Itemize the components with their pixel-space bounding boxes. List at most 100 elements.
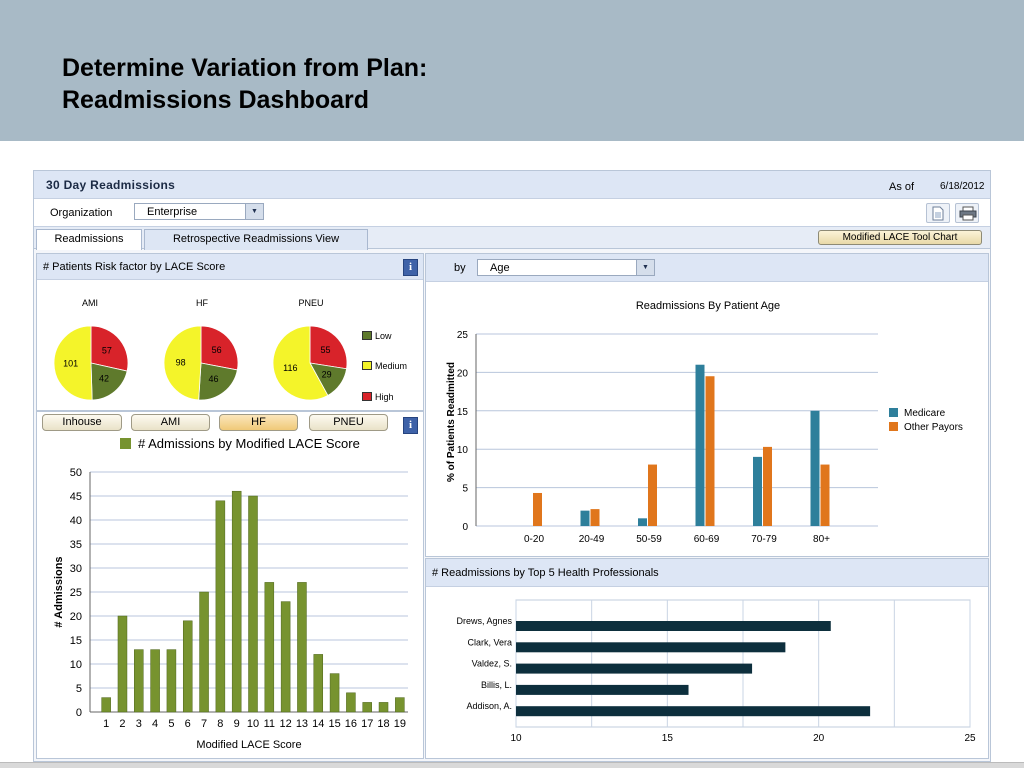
bar: [516, 621, 831, 631]
x-tick-label: 20: [813, 733, 825, 744]
document-icon: [932, 206, 944, 221]
bar: [150, 649, 160, 713]
legend-label: Other Payors: [904, 422, 963, 433]
y-tick-label: 20: [457, 368, 469, 379]
bar: [182, 620, 193, 713]
x-tick-label: 1: [103, 718, 109, 730]
y-axis-label: # Admissions: [53, 556, 65, 627]
group-by-select[interactable]: Age ▼: [477, 259, 655, 276]
x-axis-label: Modified LACE Score: [196, 739, 301, 751]
bar-medicare: [753, 456, 762, 526]
y-tick-label: 50: [70, 467, 82, 479]
x-tick-label: 20-49: [579, 534, 605, 545]
chart-legend-label: # Admissions by Modified LACE Score: [138, 436, 360, 451]
y-tick-label: 15: [457, 407, 469, 418]
tab-retrospective-readmissions-view[interactable]: Retrospective Readmissions View: [144, 229, 368, 250]
y-tick-label: Drews, Agnes: [456, 616, 512, 626]
x-tick-label: 16: [345, 718, 357, 730]
pie-title-hf: HF: [196, 298, 208, 308]
pie-value-label: 57: [102, 345, 112, 355]
printer-icon: [959, 206, 977, 221]
age-bar-chart: Readmissions By Patient Age 0 5 10 15 20 25 0-2…: [446, 300, 963, 545]
bar: [280, 601, 291, 713]
bar: [362, 702, 372, 713]
pie-slice-medium: [53, 325, 93, 401]
pie-value-label: 98: [176, 357, 186, 367]
y-tick-label: Valdez, S.: [472, 659, 512, 669]
x-tick-label: 14: [312, 718, 324, 730]
pie-title-pneu: PNEU: [298, 298, 324, 308]
y-tick-label: 30: [70, 563, 82, 575]
info-icon[interactable]: i: [403, 417, 418, 434]
by-label: by: [454, 262, 466, 274]
y-axis-label: % of Patients Readmitted: [446, 362, 457, 482]
pie-value-label: 42: [99, 374, 109, 384]
legend-item-high: High: [362, 392, 394, 402]
legend-swatch: [362, 361, 372, 370]
bar-medicare: [580, 510, 590, 526]
bar-medicare: [695, 364, 705, 526]
y-tick-label: 10: [457, 445, 469, 456]
organization-select[interactable]: Enterprise ▼: [134, 203, 264, 220]
info-icon[interactable]: i: [403, 259, 418, 276]
y-tick-label: 20: [70, 611, 82, 623]
bar: [215, 500, 226, 713]
y-tick-label: Addison, A.: [466, 701, 512, 711]
pie-slice-low: [90, 362, 128, 401]
bar-other-payors: [763, 446, 772, 526]
print-button[interactable]: [955, 203, 979, 223]
x-tick-label: 6: [185, 718, 191, 730]
bar: [231, 490, 242, 713]
x-tick-label: 2: [119, 718, 125, 730]
bar: [297, 582, 307, 713]
modified-lace-tool-chart-button[interactable]: Modified LACE Tool Chart: [818, 230, 982, 245]
x-tick-label: 15: [662, 733, 674, 744]
filter-inhouse-button[interactable]: Inhouse: [42, 414, 122, 431]
organization-value: Enterprise: [147, 206, 198, 218]
x-tick-label: 10: [510, 733, 522, 744]
bar: [516, 642, 786, 653]
bar: [516, 706, 871, 717]
bar: [516, 663, 753, 674]
tab-readmissions[interactable]: Readmissions: [36, 229, 142, 250]
y-tick-label: 0: [76, 707, 82, 719]
bar-other-payors: [590, 509, 600, 526]
pie-title-ami: AMI: [81, 298, 98, 308]
bar-medicare: [810, 410, 820, 526]
y-tick-label: 0: [462, 522, 468, 533]
export-document-button[interactable]: [926, 203, 950, 223]
x-tick-label: 5: [168, 718, 174, 730]
y-tick-label: 45: [70, 491, 82, 503]
x-tick-label: 60-69: [694, 534, 720, 545]
x-tick-label: 4: [152, 718, 158, 730]
chevron-down-icon[interactable]: ▼: [636, 260, 654, 275]
lace-score-bar-chart: # Admissions by Modified LACE Score 0 5 10 1…: [53, 436, 408, 751]
x-tick-label: 50-59: [636, 534, 662, 545]
y-tick-label: Billis, L.: [481, 680, 512, 690]
x-tick-label: 8: [217, 718, 223, 730]
pie-chart-ami: 57 42 101: [53, 325, 129, 401]
pie-value-label: 55: [320, 345, 330, 355]
pie-slice-high: [200, 325, 239, 371]
filter-pneu-button[interactable]: PNEU: [309, 414, 388, 431]
bar: [378, 702, 389, 713]
bar: [248, 495, 258, 713]
risk-factor-panel-title: # Patients Risk factor by LACE Score: [43, 261, 226, 273]
x-tick-label: 18: [377, 718, 389, 730]
y-tick-label: 15: [70, 635, 82, 647]
pie-slice-high: [309, 325, 348, 370]
lace-score-panel: i: [36, 411, 424, 759]
bar: [117, 615, 128, 713]
legend-swatch: [889, 422, 898, 431]
pie-value-label: 116: [283, 363, 297, 373]
bar: [516, 684, 689, 695]
filter-ami-button[interactable]: AMI: [131, 414, 210, 431]
chevron-down-icon[interactable]: ▼: [245, 204, 263, 219]
dashboard-title: 30 Day Readmissions: [46, 178, 176, 192]
y-tick-label: 5: [462, 484, 468, 495]
y-tick-label: 5: [76, 683, 82, 695]
bar: [346, 692, 356, 713]
x-tick-label: 9: [234, 718, 240, 730]
filter-hf-button[interactable]: HF: [219, 414, 298, 431]
legend-swatch: [362, 331, 372, 340]
